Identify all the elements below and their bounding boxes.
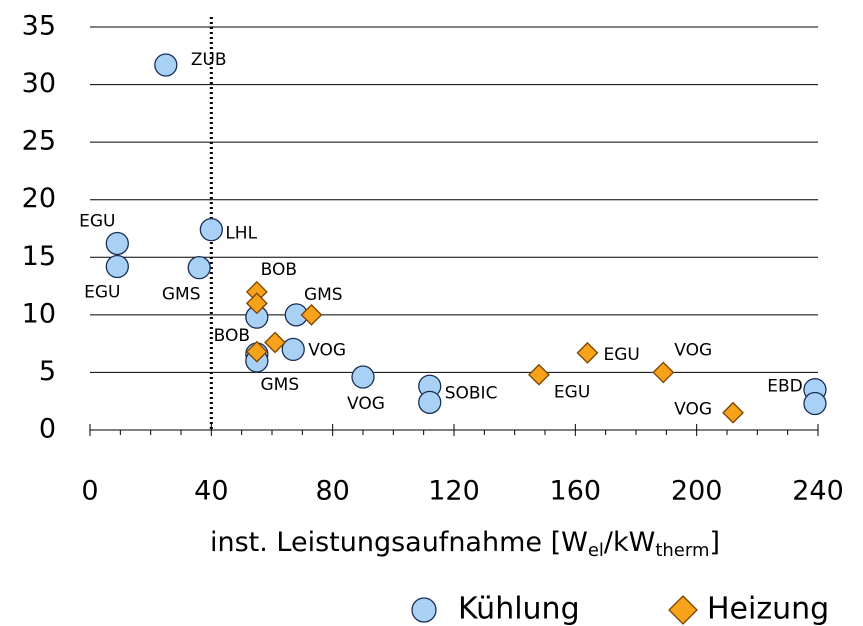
x-axis-label-part: therm: [655, 540, 709, 561]
x-tick-label: 0: [81, 476, 98, 507]
point: [576, 341, 599, 364]
point: [722, 401, 744, 424]
point-label: EGU: [554, 383, 590, 403]
y-tick-label: 5: [39, 356, 56, 387]
point: [528, 363, 550, 386]
y-tick-label: 10: [22, 298, 56, 329]
x-tick-label: 200: [671, 476, 723, 507]
legend-label: Heizung: [707, 592, 829, 626]
point-label: VOG: [347, 394, 385, 414]
point: [105, 254, 129, 279]
x-axis-label: inst. Leistungsaufnahme [Wel/kWtherm]: [210, 527, 720, 562]
x-axis-label-part: inst. Leistungsaufnahme [W: [210, 527, 588, 558]
point: [187, 255, 211, 280]
point: [105, 231, 129, 256]
point: [264, 331, 286, 354]
point: [245, 292, 268, 315]
x-axis-label-part: el: [588, 540, 604, 561]
point-label: EGU: [84, 282, 120, 302]
y-tick-label: 25: [22, 126, 56, 157]
point-label: EGU: [603, 345, 639, 365]
x-tick-label: 120: [428, 476, 480, 507]
point-label: BOB: [214, 326, 250, 346]
point-label: VOG: [308, 340, 346, 360]
x-tick-label: 80: [315, 476, 349, 507]
point-label: VOG: [674, 340, 712, 360]
x-tick-label: 160: [550, 476, 602, 507]
x-axis-label-part: ]: [710, 527, 721, 558]
y-tick-label: 30: [22, 68, 56, 99]
legend-marker: [411, 597, 437, 623]
point-label: BOB: [261, 260, 297, 280]
y-tick-label: 0: [39, 414, 56, 445]
point: [652, 361, 675, 384]
point: [281, 337, 305, 362]
point-label: VOG: [674, 400, 712, 420]
point: [803, 391, 827, 416]
point: [300, 303, 323, 326]
y-tick-label: 20: [22, 183, 56, 214]
point-label: EGU: [79, 211, 115, 231]
x-tick-label: 240: [792, 476, 844, 507]
x-tick-label: 40: [194, 476, 228, 507]
point: [418, 390, 442, 415]
x-axis-label-part: /kW: [604, 527, 655, 558]
point: [199, 218, 223, 242]
point-label: LHL: [225, 224, 257, 244]
point-label: GMS: [304, 285, 343, 305]
legend-label: Kühlung: [458, 592, 580, 626]
point: [245, 340, 268, 363]
y-tick-label: 15: [22, 241, 56, 272]
point: [154, 53, 178, 77]
point-label: EBD: [767, 377, 803, 397]
y-tick-label: 35: [22, 11, 56, 42]
point-label: GMS: [162, 285, 201, 305]
point-label: ZUB: [191, 50, 227, 70]
point: [351, 365, 375, 389]
legend-marker: [668, 595, 698, 625]
point-label: SOBIC: [445, 383, 498, 403]
point-label: GMS: [261, 375, 300, 395]
